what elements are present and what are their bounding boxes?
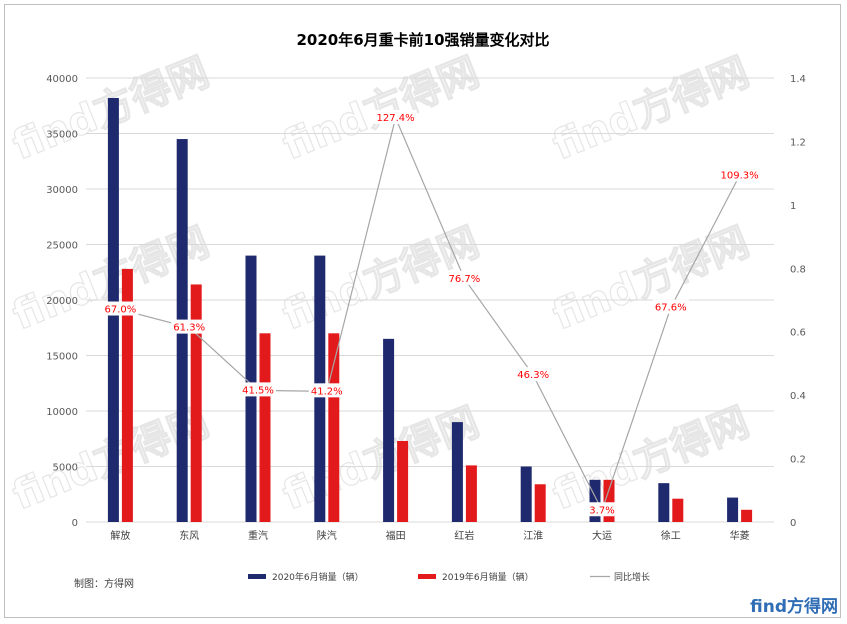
y-right-tick-label: 0.2 [790, 455, 806, 466]
y-right-tick-label: 1 [790, 201, 796, 212]
x-tick-label: 红岩 [454, 529, 474, 542]
growth-data-label: 3.7% [589, 505, 614, 516]
credit-text: 制图：方得网 [74, 577, 134, 590]
y-left-tick-label: 15000 [46, 352, 78, 363]
bar-2019 [397, 440, 409, 522]
data-label-bg [515, 367, 552, 382]
logo: find方得网 [750, 596, 838, 617]
chart-frame [4, 4, 841, 618]
growth-data-label: 127.4% [377, 113, 415, 124]
growth-data-label: 76.7% [449, 274, 481, 285]
x-tick-label: 徐工 [661, 529, 681, 542]
growth-data-label: 109.3% [721, 170, 759, 181]
x-tick-label: 大运 [592, 529, 612, 542]
bar-2019 [672, 498, 684, 522]
data-label-bg [102, 301, 139, 316]
legend: 2020年6月销量（辆） 2019年6月销量（辆） 同比增长 [248, 571, 650, 583]
x-tick-label: 陕汽 [317, 529, 337, 542]
data-label-bg [171, 319, 208, 334]
watermark-text: find方得网 [547, 399, 756, 519]
y-left-tick-label: 40000 [46, 74, 78, 85]
legend-label: 2019年6月销量（辆） [442, 571, 534, 583]
bar-2020 [520, 466, 532, 522]
bar-2019 [741, 509, 753, 522]
x-tick-label: 重汽 [248, 529, 268, 542]
y-left-tick-label: 0 [72, 518, 78, 529]
legend-swatch [248, 574, 266, 579]
bar-2020 [383, 338, 395, 522]
bar-2019 [121, 268, 133, 522]
x-tick-label: 东风 [179, 529, 199, 542]
growth-data-label: 61.3% [173, 323, 205, 334]
y-right-tick-label: 0.6 [790, 328, 806, 339]
growth-line [120, 116, 741, 512]
bar-2019 [534, 484, 546, 522]
bar-2019 [259, 333, 271, 522]
legend-label: 同比增长 [614, 571, 650, 583]
data-label-bg [718, 167, 761, 182]
data-label-bg [374, 109, 417, 124]
watermark-text: find方得网 [277, 49, 486, 169]
watermark-text: find方得网 [547, 219, 756, 339]
legend-label: 2020年6月销量（辆） [272, 571, 364, 583]
y-left-tick-label: 30000 [46, 185, 78, 196]
growth-data-label: 41.2% [311, 386, 343, 397]
y-left-tick-label: 25000 [46, 241, 78, 252]
y-left-tick-label: 35000 [46, 130, 78, 141]
y-axis-left: 0 5000 10000 15000 20000 25000 30000 35000 40000 [46, 74, 78, 529]
data-label-bg [587, 502, 617, 517]
x-tick-label: 江淮 [523, 530, 543, 542]
growth-data-label: 41.5% [242, 385, 274, 396]
growth-line-path [120, 116, 741, 512]
data-label-bg [308, 383, 345, 398]
x-tick-label: 华菱 [730, 529, 750, 542]
bar-2019 [465, 465, 477, 522]
growth-data-label: 46.3% [517, 370, 549, 381]
bar-2020 [658, 483, 670, 522]
watermark-text: find方得网 [547, 49, 756, 169]
logo-text: find方得网 [750, 596, 838, 617]
y-right-tick-label: 0.8 [790, 264, 806, 275]
bar-2019 [328, 333, 340, 522]
y-axis-right: 0 0.2 0.4 0.6 0.8 1 1.2 1.4 [790, 74, 806, 529]
legend-swatch [418, 574, 436, 579]
bar-2019 [603, 479, 615, 522]
y-left-tick-label: 20000 [46, 296, 78, 307]
y-right-tick-label: 0.4 [790, 391, 806, 402]
y-right-tick-label: 1.2 [790, 137, 806, 148]
y-left-tick-label: 10000 [46, 407, 78, 418]
y-left-tick-label: 5000 [53, 463, 78, 474]
y-right-tick-label: 1.4 [790, 74, 806, 85]
x-tick-label: 福田 [386, 529, 406, 542]
data-labels: 67.0% 61.3% 41.5% 41.2% 127.4% 76.7% 46.3% 3.7%… [102, 109, 761, 517]
growth-data-label: 67.6% [655, 303, 687, 314]
data-label-bg [652, 299, 689, 314]
bar-2019 [190, 284, 202, 522]
growth-data-label: 67.0% [105, 305, 137, 316]
data-label-bg [446, 270, 483, 285]
y-right-tick-label: 0 [790, 518, 796, 529]
chart-title: 2020年6月重卡前10强销量变化对比 [296, 31, 549, 49]
x-axis: 解放 东风 重汽 陕汽 福田 红岩 江淮 大运 徐工 华菱 [110, 529, 749, 542]
bar-2020 [727, 497, 739, 522]
data-label-bg [240, 382, 276, 397]
bar-2020 [451, 422, 463, 522]
bar-2020 [589, 479, 601, 522]
x-tick-label: 解放 [110, 529, 130, 542]
